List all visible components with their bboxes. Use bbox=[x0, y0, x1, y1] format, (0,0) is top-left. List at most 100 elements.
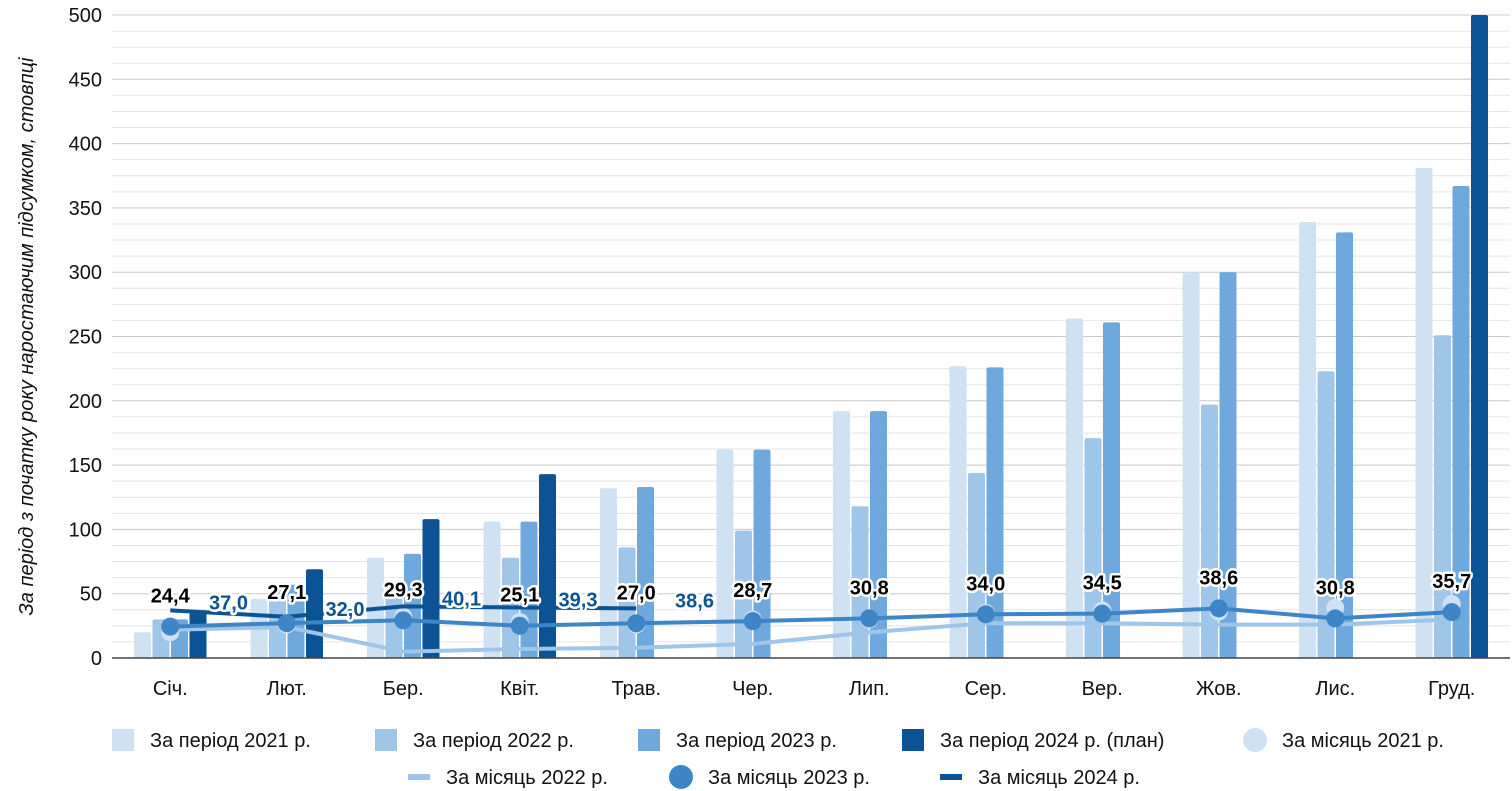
legend-label: За місяць 2022 р. bbox=[446, 767, 608, 789]
bar bbox=[1299, 222, 1316, 658]
bar bbox=[949, 366, 967, 658]
data-label-2023: 34,5 bbox=[1083, 573, 1122, 595]
bar bbox=[1219, 272, 1237, 658]
data-label-2024: 32,0 bbox=[326, 599, 365, 621]
legend-item: За період 2022 р. bbox=[375, 729, 574, 752]
bar bbox=[1182, 272, 1200, 658]
bar bbox=[833, 411, 850, 658]
bar bbox=[483, 521, 501, 658]
bar bbox=[753, 449, 771, 658]
legend-label: За місяць 2021 р. bbox=[1282, 730, 1444, 752]
legend: За період 2021 р. За період 2022 р. За пер… bbox=[112, 728, 1444, 789]
bar bbox=[716, 449, 734, 658]
x-tick-label: Бер. bbox=[383, 678, 424, 700]
data-label-2024: 38,6 bbox=[675, 590, 714, 612]
legend-label: За місяць 2024 р. bbox=[978, 767, 1140, 789]
data-label-2023: 38,6 bbox=[1199, 567, 1238, 589]
y-tick-label: 450 bbox=[69, 69, 102, 91]
data-label-2023: 25,1 bbox=[500, 585, 539, 607]
data-label-2023: 29,3 bbox=[384, 579, 423, 601]
data-label-2023: 30,8 bbox=[1316, 577, 1355, 599]
data-label-2023: 27,0 bbox=[617, 582, 656, 604]
series-line-2022 bbox=[170, 617, 1452, 654]
bar bbox=[637, 486, 654, 658]
x-tick-label: Квіт. bbox=[500, 678, 539, 700]
bar bbox=[600, 488, 617, 658]
legend-item: За місяць 2021 р. bbox=[1243, 728, 1444, 752]
x-tick-label: Січ. bbox=[153, 678, 188, 700]
legend-swatch bbox=[375, 729, 397, 751]
point-2023 bbox=[627, 614, 646, 633]
legend-swatch bbox=[669, 765, 693, 789]
x-tick-label: Вер. bbox=[1082, 678, 1123, 700]
legend-label: За період 2024 р. (план) bbox=[940, 730, 1164, 752]
x-tick-label: Трав. bbox=[611, 678, 661, 700]
bars bbox=[134, 15, 1488, 659]
series-line-2023 bbox=[170, 606, 1452, 629]
legend-item: За місяць 2023 р. bbox=[669, 765, 870, 789]
data-label-2024: 37,0 bbox=[209, 592, 248, 614]
series-line-2024 bbox=[170, 604, 637, 619]
x-tick-label: Чер. bbox=[732, 678, 773, 700]
legend-label: За період 2021 р. bbox=[150, 730, 311, 752]
point-2023 bbox=[1326, 609, 1345, 628]
bar bbox=[1434, 335, 1451, 658]
y-axis-label: За період з початку року наростаючим під… bbox=[16, 57, 38, 615]
point-2023 bbox=[510, 616, 529, 635]
y-tick-label: 100 bbox=[69, 519, 102, 541]
bar bbox=[1452, 186, 1470, 658]
legend-item: За період 2024 р. (план) bbox=[902, 729, 1164, 752]
legend-label: За період 2023 р. bbox=[676, 730, 837, 752]
legend-item: За місяць 2024 р. bbox=[940, 767, 1140, 789]
x-tick-label: Лип. bbox=[849, 678, 890, 700]
data-labels: 24,4 27,1 29,3 25,1 27,0 28,7 30,8 34,0 34,5 38,6… bbox=[148, 565, 1473, 623]
point-2023 bbox=[976, 605, 995, 624]
bar bbox=[870, 411, 887, 658]
bar bbox=[1471, 15, 1488, 658]
data-label-2023: 34,0 bbox=[966, 573, 1005, 595]
bar bbox=[134, 632, 151, 658]
y-tick-label: 400 bbox=[69, 134, 102, 156]
legend-label: За місяць 2023 р. bbox=[708, 767, 870, 789]
data-label-2023: 27,1 bbox=[267, 582, 306, 604]
legend-item: За місяць 2022 р. bbox=[408, 767, 608, 789]
point-2023 bbox=[1442, 603, 1461, 622]
point-2023 bbox=[860, 609, 879, 628]
data-label-2023: 24,4 bbox=[151, 586, 191, 608]
point-2023 bbox=[277, 614, 296, 633]
point-2023 bbox=[743, 612, 762, 631]
point-2023 bbox=[394, 611, 413, 630]
y-tick-label: 0 bbox=[91, 648, 102, 670]
bar bbox=[189, 610, 207, 658]
y-tick-label: 50 bbox=[80, 584, 102, 606]
bar bbox=[1336, 232, 1353, 659]
bar bbox=[1201, 404, 1218, 658]
point-2023 bbox=[1093, 604, 1112, 623]
bar bbox=[1103, 322, 1120, 658]
data-label-2023: 28,7 bbox=[733, 580, 772, 602]
legend-item: За період 2023 р. bbox=[638, 729, 837, 752]
legend-swatch bbox=[902, 729, 924, 751]
y-tick-label: 150 bbox=[69, 455, 102, 477]
x-tick-label: Груд. bbox=[1428, 678, 1475, 700]
bar bbox=[986, 367, 1004, 658]
x-tick-label: Лис. bbox=[1315, 678, 1355, 700]
bar bbox=[1317, 371, 1335, 658]
legend-item: За період 2021 р. bbox=[112, 729, 311, 752]
bar bbox=[968, 472, 985, 658]
x-axis-ticks: Січ. Лют. Бер. Квіт. Трав. Чер. Лип. Сер. Вер. Жо… bbox=[153, 678, 1476, 700]
point-2023 bbox=[1209, 599, 1228, 618]
y-tick-label: 200 bbox=[69, 391, 102, 413]
data-label-2024: 40,1 bbox=[442, 588, 481, 610]
legend-swatch bbox=[638, 729, 660, 751]
bar bbox=[422, 519, 440, 658]
point-2023 bbox=[161, 617, 180, 636]
bar bbox=[539, 474, 556, 658]
y-tick-label: 250 bbox=[69, 327, 102, 349]
bar bbox=[1066, 318, 1083, 658]
x-tick-label: Сер. bbox=[965, 678, 1007, 700]
y-axis-ticks: 0 50 100 150 200 250 300 350 400 450 500 bbox=[69, 5, 102, 670]
data-label-2024: 39,3 bbox=[559, 589, 598, 611]
y-tick-label: 350 bbox=[69, 198, 102, 220]
lines bbox=[161, 594, 1461, 654]
